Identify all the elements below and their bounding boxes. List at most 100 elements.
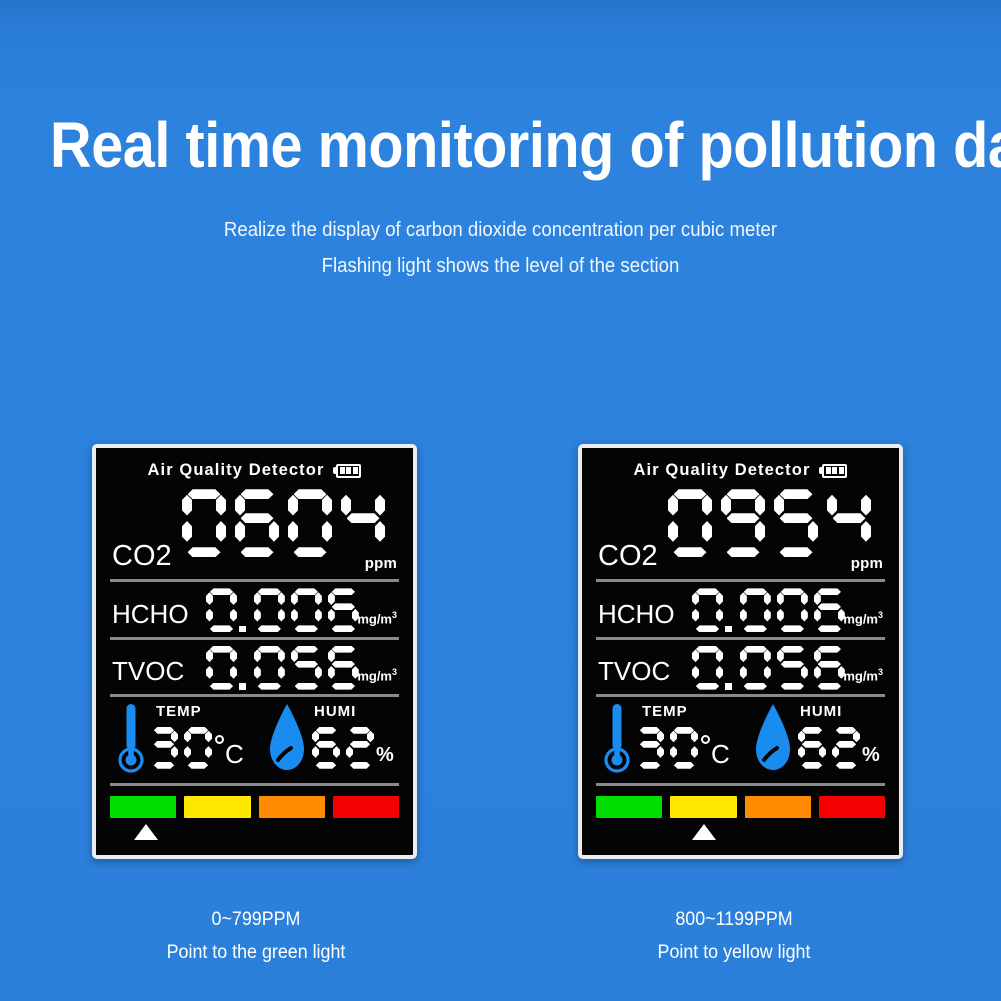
seven-segment-readout [692, 646, 845, 690]
hcho-reading-row: HCHO mg/m3 [110, 582, 399, 636]
device-screen: Air Quality Detector CO2 ppm HCHO mg/m3 TVOC m… [582, 448, 899, 855]
hcho-label: HCHO [598, 598, 675, 629]
device-title: Air Quality Detector [633, 461, 811, 480]
seven-segment-digit [670, 727, 698, 769]
device-screen: Air Quality Detector CO2 ppm HCHO mg/m3 TVOC m… [96, 448, 413, 855]
seven-segment-digit [254, 646, 285, 690]
thermometer-icon-wrap [604, 701, 630, 780]
level-bar-yellow[interactable] [670, 796, 737, 819]
level-bar-yellow[interactable] [184, 796, 251, 819]
seven-segment-digit [740, 588, 771, 632]
seven-segment-digit [328, 588, 359, 632]
temp-label: TEMP [156, 702, 202, 720]
co2-reading-block: CO2 ppm [110, 485, 399, 579]
seven-segment-digit [636, 727, 664, 769]
seven-segment-digit [182, 489, 226, 557]
seven-segment-digit [206, 588, 237, 632]
battery-cell [838, 467, 844, 475]
level-bar-green[interactable] [596, 796, 663, 819]
divider [110, 693, 399, 697]
seven-segment-digit [740, 646, 771, 690]
temperature-group: TEMP C [114, 697, 254, 793]
battery-icon [333, 463, 362, 478]
tvoc-label: TVOC [598, 655, 671, 686]
seven-segment-readout [182, 489, 385, 557]
caption-range-right: 800~1199PPM [675, 909, 793, 930]
level-bar-orange[interactable] [258, 796, 325, 819]
level-indicator-area [110, 786, 399, 847]
caption-note-right: Point to yellow light [657, 942, 811, 963]
seven-segment-digit [814, 588, 845, 632]
seven-segment-digit [184, 727, 212, 769]
thermometer-icon [604, 703, 630, 773]
seven-segment-digit [150, 727, 178, 769]
co2-value [668, 489, 871, 562]
hcho-value [692, 588, 845, 637]
caption-row: 0~799PPM Point to the green light 800~11… [0, 905, 1001, 995]
seven-segment-digit [206, 646, 237, 690]
temp-value: C [150, 727, 244, 769]
subtitle-container: Realize the display of carbon dioxide co… [0, 212, 1001, 284]
seven-segment-digit [235, 489, 279, 557]
seven-segment-readout [636, 727, 698, 769]
seven-segment-digit [288, 489, 332, 557]
level-bar-green[interactable] [110, 796, 177, 819]
device-gallery: Air Quality Detector CO2 ppm HCHO mg/m3 TVOC m… [0, 444, 1001, 859]
subtitle-line-2: Flashing light shows the level of the se… [321, 255, 680, 277]
temp-value: C [636, 727, 730, 769]
divider [110, 783, 399, 787]
degree-symbol [701, 734, 710, 744]
water-drop-icon [756, 703, 790, 770]
divider [110, 636, 399, 640]
seven-segment-digit [254, 588, 285, 632]
seven-segment-decimal-point [725, 625, 732, 633]
seven-segment-readout [798, 727, 860, 769]
battery-cell [832, 467, 838, 475]
level-pointer-arrow [134, 824, 159, 841]
caption-note-left: Point to the green light [166, 942, 346, 963]
seven-segment-digit [798, 727, 826, 769]
seven-segment-digit [341, 489, 385, 557]
battery-cell [352, 467, 358, 475]
seven-segment-digit [346, 727, 374, 769]
level-bar-track [596, 796, 885, 819]
degree-celsius-unit: C [215, 733, 244, 769]
tvoc-reading-row: TVOC mg/m3 [110, 640, 399, 694]
level-bar-red[interactable] [332, 796, 399, 819]
humi-label: HUMI [800, 702, 843, 720]
water-drop-icon-wrap [752, 701, 794, 782]
humi-value: % [312, 727, 394, 769]
battery-icon [819, 463, 848, 478]
seven-segment-decimal-point [239, 625, 246, 633]
battery-shell [336, 463, 362, 478]
degree-symbol [215, 734, 224, 744]
tvoc-unit-label: mg/m3 [357, 667, 397, 684]
seven-segment-digit [827, 489, 871, 557]
seven-segment-readout [206, 646, 359, 690]
seven-segment-decimal-point [239, 682, 246, 690]
seven-segment-digit [777, 588, 808, 632]
level-bar-red[interactable] [818, 796, 885, 819]
co2-unit-label: ppm [850, 555, 883, 573]
battery-terminal [819, 467, 823, 475]
percent-unit: % [862, 743, 880, 766]
humi-value: % [798, 727, 880, 769]
co2-label: CO2 [112, 540, 172, 573]
hcho-unit-label: mg/m3 [357, 610, 397, 627]
co2-label: CO2 [598, 540, 658, 573]
seven-segment-decimal-point [725, 682, 732, 690]
seven-segment-digit [721, 489, 765, 557]
level-bar-track [110, 796, 399, 819]
battery-cell [346, 467, 352, 475]
tvoc-value [206, 646, 359, 695]
device-card-right: Air Quality Detector CO2 ppm HCHO mg/m3 TVOC m… [578, 444, 903, 859]
device-title-row: Air Quality Detector [596, 458, 885, 483]
seven-segment-digit [291, 646, 322, 690]
level-bar-orange[interactable] [744, 796, 811, 819]
battery-cell [825, 467, 831, 475]
temp-label: TEMP [642, 702, 688, 720]
device-card-left: Air Quality Detector CO2 ppm HCHO mg/m3 TVOC m… [92, 444, 417, 859]
page-title: Real time monitoring of pollution data [50, 109, 1001, 181]
co2-unit-label: ppm [364, 555, 397, 573]
seven-segment-readout [150, 727, 212, 769]
